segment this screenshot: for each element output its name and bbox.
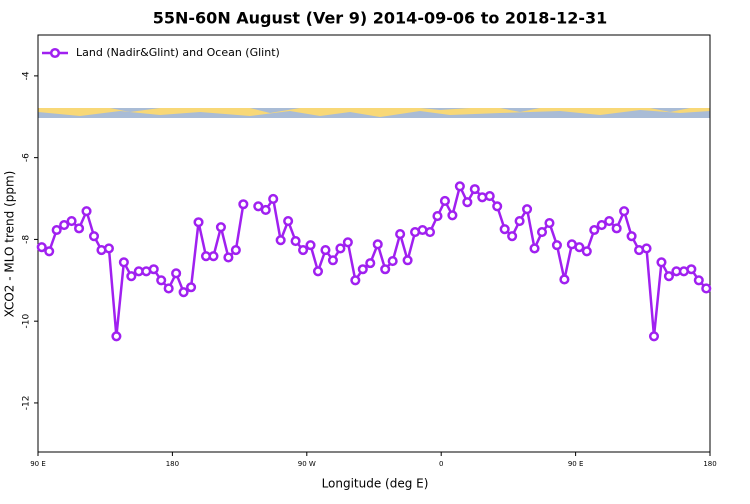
point (395, 229, 406, 240)
point (514, 215, 525, 227)
y-tick-label: -4 (22, 71, 32, 80)
point (103, 243, 114, 254)
point (350, 275, 361, 286)
legend-marker (49, 47, 61, 59)
point (186, 282, 197, 293)
point (619, 206, 630, 217)
x-tick-label: 0 (439, 460, 443, 468)
point (66, 215, 77, 227)
point (529, 243, 540, 254)
point (581, 246, 592, 257)
point (253, 201, 264, 212)
point (51, 224, 62, 236)
point (44, 246, 55, 257)
point (574, 242, 585, 253)
point (656, 257, 667, 268)
point (148, 264, 159, 275)
point (88, 231, 100, 242)
y-tick-label: -10 (22, 314, 32, 329)
point (626, 231, 637, 242)
point (223, 252, 234, 263)
point (208, 251, 219, 262)
point (536, 227, 548, 238)
point (402, 255, 413, 266)
point (111, 331, 122, 342)
point (424, 227, 436, 238)
x-tick-label: 90 E (568, 460, 584, 468)
y-tick-label: -12 (22, 396, 32, 411)
point (268, 193, 279, 204)
point (380, 264, 391, 275)
point (604, 215, 615, 227)
point (701, 283, 712, 294)
point (156, 275, 167, 286)
point (178, 287, 189, 298)
point (193, 217, 204, 228)
point (559, 274, 570, 285)
point (312, 266, 324, 277)
point (522, 204, 533, 215)
plot-frame (37, 34, 711, 453)
point (298, 244, 309, 256)
point (365, 258, 376, 269)
x-axis-label: Longitude (deg E) (322, 477, 429, 491)
y-axis-label: XCO2 - MLO trend (ppm) (3, 171, 17, 318)
map-strip (38, 108, 710, 118)
point (327, 255, 338, 266)
point (663, 271, 674, 282)
point (648, 331, 660, 342)
point (305, 240, 316, 251)
legend-label: Land (Nadir&Glint) and Ocean (Glint) (76, 46, 280, 59)
point (447, 210, 458, 221)
x-tick-label: 90 E (30, 460, 46, 468)
point (163, 283, 174, 294)
point (335, 243, 346, 254)
y-tick-label: -8 (22, 235, 32, 244)
point (357, 264, 368, 275)
point (36, 242, 47, 253)
point (492, 201, 503, 212)
point (462, 197, 473, 208)
point (81, 206, 92, 217)
point (320, 244, 331, 256)
point (290, 235, 301, 247)
x-tick-label: 90 W (298, 460, 316, 468)
y-tick-label: -6 (22, 153, 32, 162)
point (544, 218, 555, 229)
point (484, 191, 495, 202)
point (283, 215, 294, 227)
chart-title: 55N-60N August (Ver 9) 2014-09-06 to 201… (153, 9, 608, 28)
point (439, 195, 450, 207)
point (589, 224, 600, 236)
point (215, 222, 226, 233)
point (126, 271, 137, 282)
point (686, 264, 697, 275)
point (260, 204, 271, 216)
point (551, 240, 562, 251)
point (387, 256, 398, 267)
point (454, 181, 465, 192)
point (74, 223, 85, 234)
point (118, 257, 129, 268)
point (693, 275, 704, 286)
point (59, 220, 70, 231)
x-tick-label: 180 (166, 460, 179, 468)
point (499, 224, 510, 235)
point (641, 243, 652, 254)
point (611, 223, 622, 234)
point (596, 220, 607, 231)
point (171, 268, 182, 279)
point (238, 199, 249, 210)
point (432, 211, 443, 222)
x-tick-label: 180 (703, 460, 716, 468)
point (507, 231, 518, 242)
point (230, 244, 241, 256)
point (469, 184, 480, 195)
point (275, 235, 286, 246)
point (372, 239, 383, 250)
point (342, 237, 353, 248)
